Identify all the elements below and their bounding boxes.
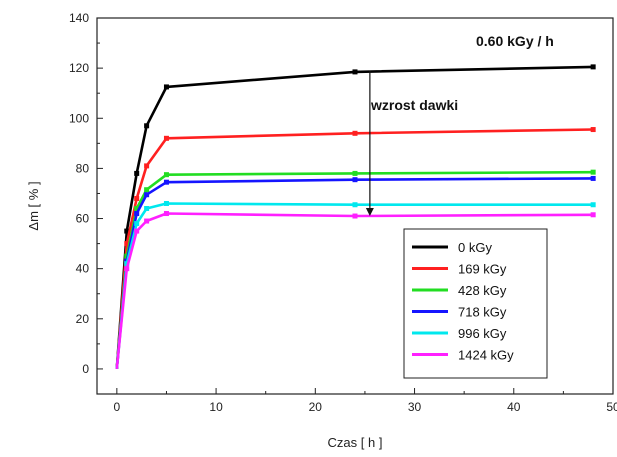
- y-axis-title: Δm [ % ]: [26, 181, 41, 230]
- data-point: [134, 221, 140, 227]
- data-point: [163, 84, 169, 90]
- x-axis-title: Czas [ h ]: [328, 435, 383, 450]
- x-tick-label: 20: [309, 400, 323, 414]
- y-tick-label: 20: [76, 312, 90, 326]
- data-point: [163, 200, 169, 206]
- x-tick-label: 30: [408, 400, 422, 414]
- legend-label: 0 kGy: [458, 240, 492, 255]
- data-point: [590, 212, 596, 218]
- legend: 0 kGy 169 kGy 428 kGy 718 kGy 996 kGy 1424 kG…: [403, 228, 548, 379]
- data-point: [590, 64, 596, 70]
- data-point: [144, 123, 150, 129]
- legend-label: 718 kGy: [458, 305, 507, 320]
- data-point: [352, 170, 358, 176]
- legend-label: 428 kGy: [458, 283, 507, 298]
- arrow-head-icon: [365, 208, 374, 217]
- plot-frame: [96, 17, 614, 395]
- x-tick-label: 40: [507, 400, 521, 414]
- dose-rate-annotation: 0.60 kGy / h: [476, 33, 554, 49]
- legend-label: 996 kGy: [458, 326, 507, 341]
- data-point: [144, 187, 150, 193]
- y-tick-label: 60: [76, 212, 90, 226]
- data-point: [352, 202, 358, 208]
- data-point: [590, 169, 596, 175]
- y-tick-label: 120: [69, 61, 89, 75]
- data-point: [144, 206, 150, 212]
- data-point: [134, 211, 140, 217]
- data-point: [144, 163, 150, 169]
- data-point: [163, 135, 169, 141]
- data-point: [124, 266, 130, 272]
- data-point: [352, 130, 358, 136]
- data-point: [134, 206, 140, 212]
- data-point: [163, 179, 169, 185]
- y-tick-label: 0: [82, 362, 89, 376]
- x-tick-label: 10: [209, 400, 223, 414]
- data-point: [124, 241, 130, 247]
- y-tick-label: 40: [76, 262, 90, 276]
- data-point: [134, 228, 140, 234]
- data-point: [144, 192, 150, 198]
- dose-increase-label: wzrost dawki: [370, 97, 458, 113]
- y-tick-label: 140: [69, 11, 89, 25]
- y-tick-label: 100: [69, 111, 89, 125]
- data-point: [590, 175, 596, 181]
- data-point: [590, 202, 596, 208]
- x-tick-label: 50: [606, 400, 617, 414]
- data-point: [124, 228, 130, 234]
- data-point: [163, 172, 169, 178]
- data-point: [352, 69, 358, 75]
- x-tick-label: 0: [114, 400, 121, 414]
- data-point: [352, 177, 358, 183]
- legend-label: 1424 kGy: [458, 348, 514, 363]
- legend-label: 169 kGy: [458, 262, 507, 277]
- data-point: [134, 195, 140, 201]
- data-point: [144, 218, 150, 224]
- data-point: [124, 261, 130, 267]
- y-tick-label: 80: [76, 161, 90, 175]
- data-point: [590, 127, 596, 133]
- data-point: [352, 213, 358, 219]
- data-point: [163, 211, 169, 217]
- data-point: [134, 170, 140, 176]
